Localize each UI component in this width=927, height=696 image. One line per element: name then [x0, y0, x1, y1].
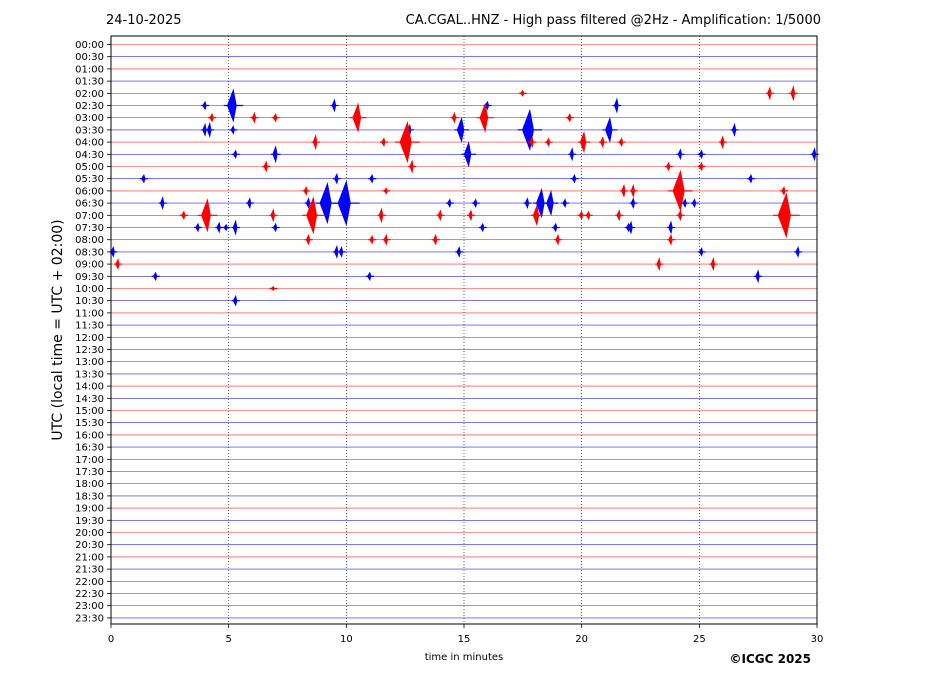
x-axis-label: time in minutes — [425, 652, 504, 663]
y-axis-label: UTC (local time = UTC + 02:00) — [50, 219, 66, 440]
x-tick-label: 10 — [340, 634, 353, 645]
y-tick-label: 12:30 — [75, 345, 104, 356]
y-tick-label: 11:30 — [75, 321, 104, 332]
y-tick-label: 21:30 — [75, 565, 104, 576]
y-tick-label: 05:30 — [75, 174, 104, 185]
y-tick-label: 07:30 — [75, 223, 104, 234]
y-tick-label: 03:00 — [75, 113, 104, 124]
y-tick-label: 05:00 — [75, 162, 104, 173]
y-tick-label: 11:00 — [75, 308, 104, 319]
y-tick-label: 19:30 — [75, 516, 104, 527]
y-tick-label: 00:00 — [75, 40, 104, 51]
y-tick-label: 01:00 — [75, 64, 104, 75]
y-tick-label: 07:00 — [75, 211, 104, 222]
chart-date: 24-10-2025 — [106, 13, 182, 28]
y-tick-label: 10:30 — [75, 296, 104, 307]
y-tick-label: 20:30 — [75, 540, 104, 551]
y-tick-label: 12:00 — [75, 333, 104, 344]
y-tick-label: 13:00 — [75, 357, 104, 368]
y-tick-label: 19:00 — [75, 504, 104, 515]
x-tick-label: 0 — [108, 634, 114, 645]
y-tick-label: 10:00 — [75, 284, 104, 295]
y-tick-label: 06:00 — [75, 186, 104, 197]
y-tick-label: 02:30 — [75, 101, 104, 112]
y-tick-label: 21:00 — [75, 552, 104, 563]
y-tick-label: 14:30 — [75, 394, 104, 405]
y-tick-label: 23:30 — [75, 613, 104, 624]
y-tick-label: 00:30 — [75, 52, 104, 63]
y-tick-label: 06:30 — [75, 199, 104, 210]
y-tick-label: 13:30 — [75, 369, 104, 380]
y-tick-label: 16:00 — [75, 430, 104, 441]
y-tick-label: 14:00 — [75, 382, 104, 393]
y-tick-label: 15:30 — [75, 418, 104, 429]
y-tick-label: 22:00 — [75, 577, 104, 588]
y-tick-label: 09:00 — [75, 260, 104, 271]
x-tick-label: 15 — [458, 634, 471, 645]
y-tick-label: 17:30 — [75, 467, 104, 478]
y-tick-label: 02:00 — [75, 89, 104, 100]
x-tick-label: 30 — [811, 634, 824, 645]
y-tick-label: 16:30 — [75, 443, 104, 454]
y-tick-label: 04:30 — [75, 150, 104, 161]
y-tick-label: 18:30 — [75, 491, 104, 502]
y-tick-label: 17:00 — [75, 455, 104, 466]
x-tick-label: 25 — [693, 634, 706, 645]
y-tick-label: 18:00 — [75, 479, 104, 490]
y-tick-label: 03:30 — [75, 125, 104, 136]
x-tick-label: 5 — [225, 634, 231, 645]
chart-title: CA.CGAL..HNZ - High pass filtered @2Hz -… — [406, 13, 821, 28]
x-tick-label: 20 — [575, 634, 588, 645]
y-tick-label: 01:30 — [75, 77, 104, 88]
y-tick-label: 08:00 — [75, 235, 104, 246]
y-tick-label: 04:00 — [75, 138, 104, 149]
y-tick-label: 22:30 — [75, 589, 104, 600]
y-tick-label: 09:30 — [75, 272, 104, 283]
y-tick-label: 23:00 — [75, 601, 104, 612]
y-tick-label: 15:00 — [75, 406, 104, 417]
y-tick-label: 08:30 — [75, 247, 104, 258]
copyright-label: ©ICGC 2025 — [729, 652, 811, 666]
y-tick-label: 20:00 — [75, 528, 104, 539]
